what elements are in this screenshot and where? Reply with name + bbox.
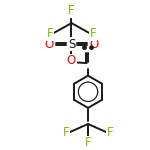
Text: O: O (89, 38, 99, 51)
Text: F: F (46, 27, 53, 40)
Text: O: O (44, 38, 54, 51)
Text: F: F (90, 27, 97, 40)
Text: F: F (106, 126, 113, 139)
Circle shape (83, 46, 86, 49)
Text: F: F (68, 4, 75, 17)
Text: S: S (68, 38, 75, 51)
Text: F: F (85, 136, 91, 149)
Circle shape (90, 46, 93, 49)
Text: F: F (63, 126, 70, 139)
Text: O: O (67, 54, 76, 68)
